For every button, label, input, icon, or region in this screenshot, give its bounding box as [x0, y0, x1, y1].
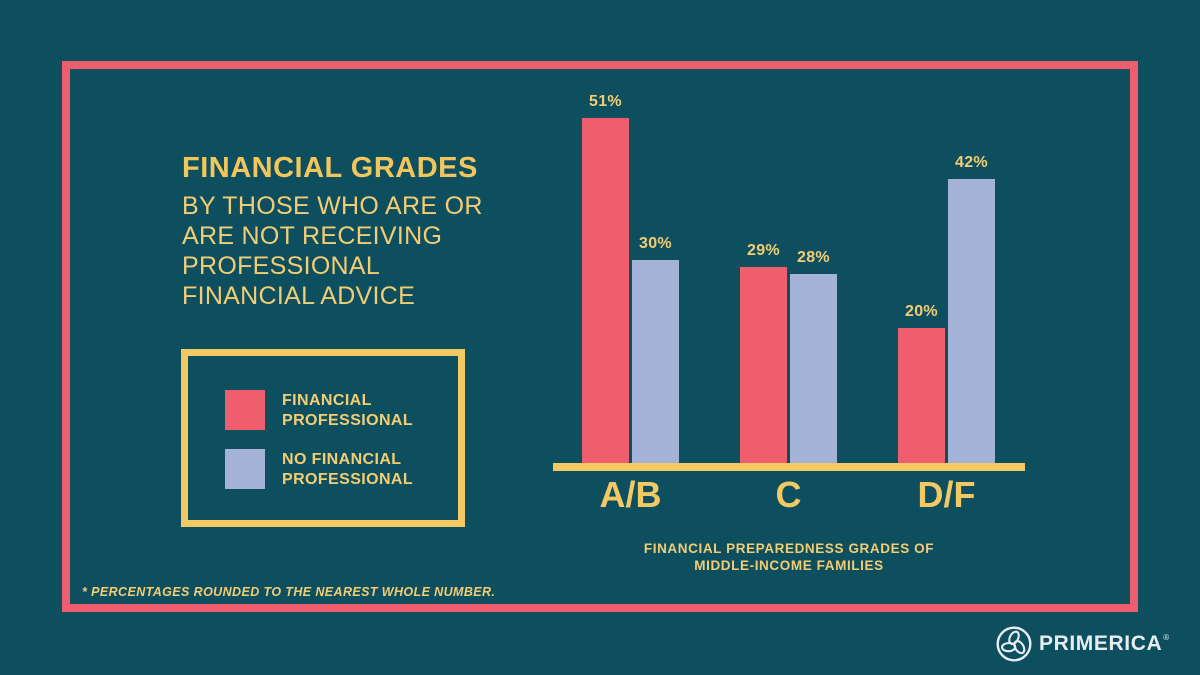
subtitle-line: FINANCIAL ADVICE [182, 282, 416, 310]
subtitle-line: ARE NOT RECEIVING [182, 222, 443, 250]
legend-item-financial-professional: FINANCIAL PROFESSIONAL [225, 390, 458, 431]
bar-financial-professional-ab [582, 118, 629, 463]
page-title: FINANCIAL GRADES [182, 152, 478, 184]
x-axis-caption: FINANCIAL PREPAREDNESS GRADES OF MIDDLE-… [553, 540, 1025, 574]
category-label-ab: A/B [599, 474, 662, 515]
legend-label-financial-professional: FINANCIAL PROFESSIONAL [282, 392, 414, 429]
legend-swatch-financial-professional [225, 390, 265, 430]
legend-swatch-no-financial-professional [225, 449, 265, 489]
primerica-knot-icon [996, 626, 1032, 662]
bar-financial-professional-df [898, 328, 945, 463]
legend-item-no-financial-professional: NO FINANCIAL PROFESSIONAL [225, 449, 458, 490]
bar-no-financial-professional-df [948, 179, 995, 463]
category-label-c: C [775, 474, 802, 515]
bar-value-label-no-financial-professional-ab: 30% [639, 235, 672, 252]
x-axis-line [553, 463, 1025, 471]
bar-value-label-no-financial-professional-df: 42% [955, 154, 988, 171]
bar-no-financial-professional-ab [632, 260, 679, 463]
primerica-logo: PRIMERICA ® [996, 626, 1170, 662]
bar-value-label-financial-professional-df: 20% [905, 303, 938, 320]
registered-mark: ® [1163, 632, 1170, 642]
x-axis-caption-line: MIDDLE-INCOME FAMILIES [694, 558, 884, 573]
bar-no-financial-professional-c [790, 274, 837, 463]
footnote: * PERCENTAGES ROUNDED TO THE NEAREST WHO… [82, 585, 496, 599]
legend-label-no-financial-professional: NO FINANCIAL PROFESSIONAL [282, 451, 414, 488]
primerica-logo-text: PRIMERICA [1039, 632, 1163, 655]
subtitle-line: BY THOSE WHO ARE OR [182, 192, 483, 220]
legend-box: FINANCIAL PROFESSIONAL NO FINANCIAL PROF… [181, 349, 465, 527]
bar-value-label-no-financial-professional-c: 28% [797, 249, 830, 266]
category-label-df: D/F [917, 474, 976, 515]
x-axis-caption-line: FINANCIAL PREPAREDNESS GRADES OF [643, 541, 935, 556]
border-frame [62, 61, 1138, 612]
bar-value-label-financial-professional-c: 29% [747, 242, 780, 259]
subtitle-line: PROFESSIONAL [182, 252, 381, 280]
title-block: FINANCIAL GRADES BY THOSE WHO ARE OR ARE… [182, 152, 483, 311]
bar-financial-professional-c [740, 267, 787, 463]
bar-value-label-financial-professional-ab: 51% [589, 93, 622, 110]
